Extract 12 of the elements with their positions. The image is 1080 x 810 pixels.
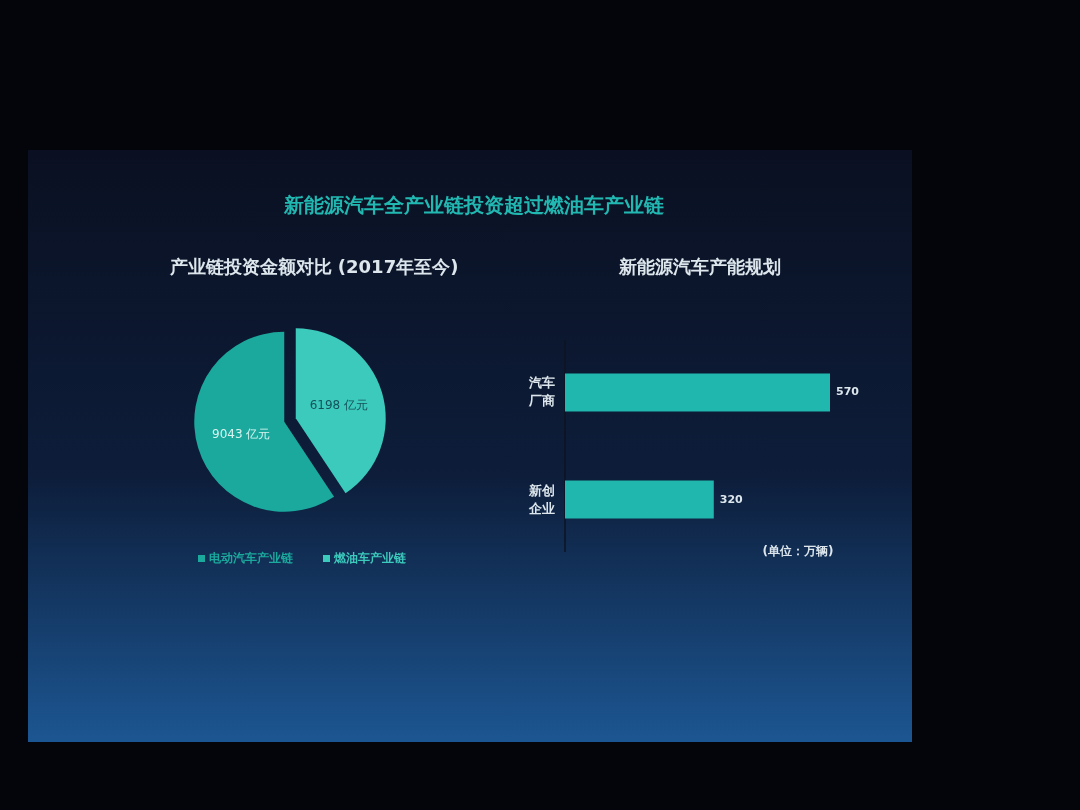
data-label: 320	[719, 492, 744, 506]
data-label: 570	[836, 385, 860, 399]
annotation: (单位：万辆)	[762, 544, 834, 558]
legend-label: 燃油车产业链	[333, 551, 407, 565]
legend-label: 电动汽车产业链	[209, 551, 294, 565]
data-label: 6198 亿元	[309, 397, 368, 412]
y-tick-label: 汽车厂商	[528, 374, 555, 408]
y-tick-label: 新创企业	[528, 482, 555, 516]
text: 新能源汽车全产业链投资超过燃油车产业链	[283, 193, 665, 217]
chart-title: 产业链投资金额对比 (2017年至今)	[168, 256, 459, 277]
chart-title: 新能源汽车产能规划	[618, 256, 781, 277]
data-label: 9043 亿元	[212, 427, 271, 442]
